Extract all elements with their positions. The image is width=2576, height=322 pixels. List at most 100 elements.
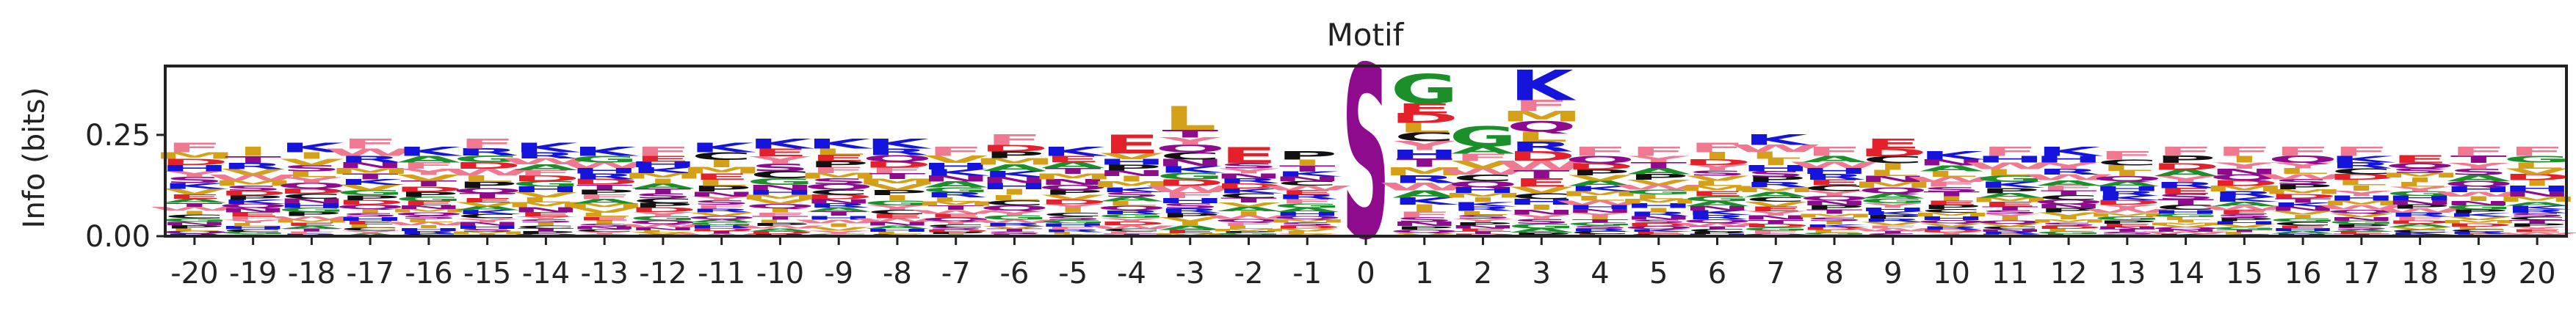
logo-letter-s: S [1453,213,1513,219]
svg-text:R: R [2213,190,2276,199]
svg-text:E: E [869,213,926,219]
logo-letter-w: W [1730,143,1821,154]
svg-text:M: M [1500,108,1582,125]
svg-text:V: V [2388,226,2453,230]
logo-letter-t: T [1923,191,1980,198]
logo-letter-w: W [1789,161,1880,170]
svg-text:E: E [576,216,633,222]
svg-text:C: C [1101,228,1162,233]
svg-text:T: T [576,183,633,191]
logo-letter-g: G [2269,217,2337,223]
svg-text:Y: Y [1920,232,1983,235]
svg-text:N: N [219,207,288,213]
svg-text:W: W [2316,204,2407,211]
svg-text:C: C [457,213,518,220]
svg-text:T: T [401,179,457,188]
svg-text:T: T [927,205,984,211]
svg-text:K: K [2329,154,2396,164]
logo-letter-k: K [162,181,229,191]
logo-letter-v: V [807,226,872,232]
x-tick-label: 9 [1884,257,1902,290]
logo-letter-p: P [457,180,517,190]
svg-text:H: H [336,216,405,222]
logo-letter-w: W [1848,227,1939,232]
logo-letter-r: R [221,161,285,171]
logo-letter-k: K [2213,196,2280,204]
svg-text:W: W [2433,191,2524,198]
svg-text:I: I [1292,158,1323,167]
logo-letter-c: C [1101,228,1162,233]
svg-text:N: N [629,227,698,232]
logo-letter-e: E [1748,205,1804,213]
svg-text:I: I [1526,203,1557,211]
logo-letter-c: C [1394,130,1455,144]
logo-letter-p: P [281,211,341,218]
svg-text:C: C [867,208,928,215]
svg-text:R: R [339,154,402,165]
logo-letter-f: F [1104,231,1160,235]
svg-text:L: L [930,196,983,202]
logo-letter-g: G [1859,197,1927,205]
svg-text:T: T [2099,229,2156,233]
logo-letter-q: Q [2268,154,2338,165]
svg-text:G: G [980,214,1048,221]
logo-letter-r: R [2388,212,2452,219]
logo-letter-h: H [1273,211,1342,218]
svg-text:Q: Q [1858,186,1928,195]
logo-letter-m: M [1734,186,1817,194]
svg-text:R: R [514,150,578,160]
x-tick-label: 18 [2401,257,2439,290]
svg-text:C: C [2273,221,2334,227]
svg-text:G: G [1391,66,1458,113]
svg-text:L: L [871,231,924,235]
svg-text:K: K [2036,144,2103,159]
svg-text:D: D [2152,161,2220,172]
svg-text:G: G [2503,154,2571,164]
svg-text:E: E [2157,186,2214,196]
logo-letter-q: Q [2151,227,2221,230]
logo-letter-s: S [1160,202,1220,211]
svg-text:V: V [865,183,929,191]
svg-text:P: P [1629,173,1689,182]
logo-letter-q: Q [1155,143,1226,155]
logo-letter-c: C [222,229,283,233]
logo-letter-y: Y [983,209,1046,217]
svg-text:G: G [1742,227,1809,232]
svg-text:Y: Y [691,195,753,202]
svg-text:F: F [1572,144,1629,159]
svg-text:Q: Q [452,187,523,195]
svg-text:N: N [570,226,639,230]
svg-text:G: G [1801,232,1868,235]
logo-letter-s: S [1570,225,1629,230]
svg-text:Y: Y [1510,213,1573,221]
svg-text:S: S [1043,215,1103,222]
logo-letter-y: Y [2096,203,2159,210]
svg-text:V: V [1392,232,1457,237]
logo-letter-c: C [281,192,342,200]
svg-text:K: K [162,181,229,191]
logo-letter-p: P [1394,225,1455,231]
svg-text:A: A [631,182,695,190]
svg-text:C: C [340,227,401,232]
logo-letter-k: K [2095,194,2163,202]
svg-text:I: I [1878,161,1909,172]
logo-letter-t: T [2450,154,2507,165]
logo-letter-d: D [2034,225,2102,230]
logo-letter-w: W [1555,200,1646,207]
logo-letter-c: C [2507,216,2568,221]
logo-letter-p: P [1570,168,1630,178]
logo-letter-y: Y [866,204,929,211]
svg-text:Q: Q [2268,154,2338,165]
logo-letter-n: N [2151,229,2220,233]
svg-text:S: S [809,177,869,186]
logo-letter-n: N [1390,221,1459,227]
svg-text:I: I [1702,150,1733,161]
svg-text:Y: Y [866,204,929,211]
logo-letter-d: D [2503,172,2571,182]
svg-text:N: N [804,198,873,205]
logo-letter-g: G [2445,204,2512,211]
svg-text:F: F [1689,140,1745,155]
logo-letter-c: C [2389,229,2450,233]
svg-text:Q: Q [2033,199,2104,206]
